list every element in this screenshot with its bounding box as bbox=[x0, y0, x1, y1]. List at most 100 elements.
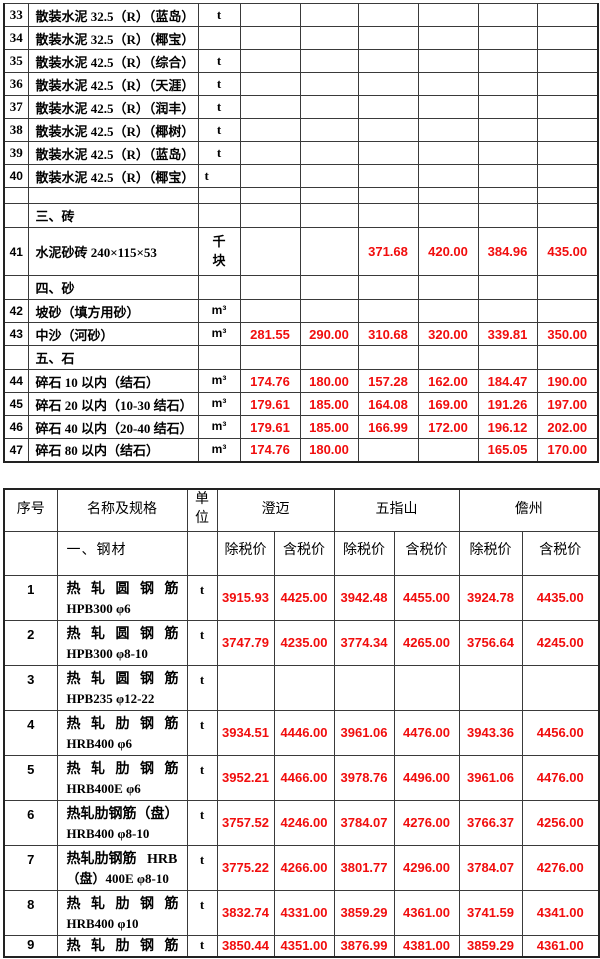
price-cell: 4456.00 bbox=[521, 709, 600, 756]
seq-cell: 39 bbox=[3, 141, 29, 165]
section-row: 四、砂 bbox=[3, 275, 599, 300]
price-cell bbox=[357, 49, 419, 73]
price-ex-tax-header: 除税价 bbox=[458, 530, 523, 576]
price-cell: 185.00 bbox=[299, 415, 359, 439]
price-cell bbox=[458, 664, 523, 711]
price-cell: 281.55 bbox=[239, 322, 301, 346]
price-cell: 4276.00 bbox=[521, 844, 600, 891]
name-cell: 散装水泥 42.5（R）（综合） bbox=[27, 49, 199, 73]
material-row: 47 碎石 80 以内（结石） m³ 174.76 180.00 165.05 170.00 bbox=[3, 438, 599, 462]
city-header-danzhou: 儋州 bbox=[458, 488, 600, 532]
price-cell bbox=[477, 275, 538, 300]
price-cell: 3774.34 bbox=[333, 619, 395, 666]
price-cell bbox=[239, 299, 301, 323]
price-cell: 4266.00 bbox=[273, 844, 335, 891]
price-cell bbox=[299, 345, 359, 370]
material-row: 33 散装水泥 32.5（R）（蓝岛） t bbox=[3, 3, 599, 27]
material-row: 37 散装水泥 42.5（R）（润丰） t bbox=[3, 95, 599, 119]
empty-cell bbox=[3, 187, 29, 204]
price-cell bbox=[477, 299, 538, 323]
price-cell: 3876.99 bbox=[333, 934, 395, 957]
unit-cell: t bbox=[186, 574, 218, 621]
name-line: 热轧肋钢筋（盘） bbox=[66, 806, 179, 822]
price-cell: 3915.93 bbox=[216, 574, 275, 621]
price-cell bbox=[477, 141, 538, 165]
price-cell: 169.00 bbox=[417, 392, 479, 416]
price-cell: 384.96 bbox=[477, 227, 538, 276]
unit-cell: m³ bbox=[197, 438, 241, 462]
price-cell: 190.00 bbox=[536, 369, 599, 393]
steel-row: 5 热 轧 肋 钢 筋 HRB400E φ6 t 3952.21 4466.00 3978.… bbox=[3, 754, 600, 801]
subheader-row: 一、钢材 除税价 含税价 除税价 含税价 除税价 含税价 bbox=[3, 530, 600, 576]
price-cell: 3784.07 bbox=[333, 799, 395, 846]
seq-cell bbox=[3, 203, 29, 228]
price-cell bbox=[239, 164, 301, 188]
price-cell bbox=[299, 203, 359, 228]
price-cell: 4351.00 bbox=[273, 934, 335, 957]
name-line: 热 轧 圆 钢 筋 bbox=[66, 581, 179, 597]
price-cell: 157.28 bbox=[357, 369, 419, 393]
price-cell bbox=[357, 275, 419, 300]
price-cell bbox=[357, 26, 419, 50]
price-cell: 170.00 bbox=[536, 438, 599, 462]
steel-row: 1 热 轧 圆 钢 筋 HPB300 φ6 t 3915.93 4425.00 3942.4… bbox=[3, 574, 600, 621]
price-cell: 4476.00 bbox=[393, 709, 460, 756]
price-inc-tax-header: 含税价 bbox=[393, 530, 460, 576]
name-line: 热 轧 肋 钢 筋 bbox=[66, 938, 179, 954]
price-cell: 4466.00 bbox=[273, 754, 335, 801]
price-cell: 4276.00 bbox=[393, 799, 460, 846]
unit-cell: t bbox=[186, 844, 218, 891]
unit-cell: t bbox=[197, 118, 241, 142]
seq-cell: 7 bbox=[3, 844, 58, 891]
price-cell bbox=[333, 664, 395, 711]
steel-row: 7 热轧肋钢筋 HRB （盘）400E φ8-10 t 3775.22 4266.00 38… bbox=[3, 844, 600, 891]
unit-cell: t bbox=[197, 3, 241, 27]
section-title-cell: 四、砂 bbox=[27, 275, 199, 300]
unit-cell: t bbox=[186, 754, 218, 801]
unit-cell bbox=[197, 26, 241, 50]
price-cell: 4296.00 bbox=[393, 844, 460, 891]
price-cell bbox=[536, 299, 599, 323]
section-title-cell: 三、砖 bbox=[27, 203, 199, 228]
price-cell: 4235.00 bbox=[273, 619, 335, 666]
price-cell bbox=[239, 95, 301, 119]
price-cell: 172.00 bbox=[417, 415, 479, 439]
name-cell: 散装水泥 42.5（R）（蓝岛） bbox=[27, 141, 199, 165]
name-cell: 热 轧 肋 钢 筋 HRB400E φ6 bbox=[56, 754, 188, 801]
price-cell: 3961.06 bbox=[333, 709, 395, 756]
price-cell bbox=[239, 26, 301, 50]
price-cell bbox=[477, 26, 538, 50]
price-cell: 310.68 bbox=[357, 322, 419, 346]
name-cell: 热轧肋钢筋 HRB （盘）400E φ8-10 bbox=[56, 844, 188, 891]
empty-cell bbox=[357, 187, 419, 204]
material-row: 40 散装水泥 42.5（R）（椰宝） t bbox=[3, 164, 599, 188]
price-cell: 339.81 bbox=[477, 322, 538, 346]
price-cell bbox=[417, 141, 479, 165]
price-cell bbox=[417, 118, 479, 142]
name-cell: 热轧肋钢筋（盘） HRB400 φ8-10 bbox=[56, 799, 188, 846]
name-cell: 热 轧 圆 钢 筋 HPB300 φ8-10 bbox=[56, 619, 188, 666]
price-cell: 3943.36 bbox=[458, 709, 523, 756]
empty-cell bbox=[239, 187, 301, 204]
steel-row: 2 热 轧 圆 钢 筋 HPB300 φ8-10 t 3747.79 4235.00 377… bbox=[3, 619, 600, 666]
price-cell bbox=[417, 203, 479, 228]
material-row: 36 散装水泥 42.5（R）（天涯） t bbox=[3, 72, 599, 96]
price-cell: 4425.00 bbox=[273, 574, 335, 621]
price-cell bbox=[357, 95, 419, 119]
price-cell: 3801.77 bbox=[333, 844, 395, 891]
name-line: 热 轧 圆 钢 筋 bbox=[66, 626, 179, 642]
name-cell: 中沙（河砂） bbox=[27, 322, 199, 346]
seq-cell: 33 bbox=[3, 3, 29, 27]
name-spec-header: 名称及规格 bbox=[56, 488, 188, 532]
section-title-steel: 一、钢材 bbox=[56, 530, 188, 576]
price-cell bbox=[299, 275, 359, 300]
spec-line: HRB400E φ6 bbox=[66, 780, 141, 796]
price-cell bbox=[299, 227, 359, 276]
price-cell: 3832.74 bbox=[216, 889, 275, 936]
price-cell bbox=[357, 164, 419, 188]
price-cell: 162.00 bbox=[417, 369, 479, 393]
unit-cell: m³ bbox=[197, 415, 241, 439]
price-cell bbox=[536, 26, 599, 50]
price-cell bbox=[417, 95, 479, 119]
name-cell: 碎石 40 以内（20-40 结石） bbox=[27, 415, 199, 439]
